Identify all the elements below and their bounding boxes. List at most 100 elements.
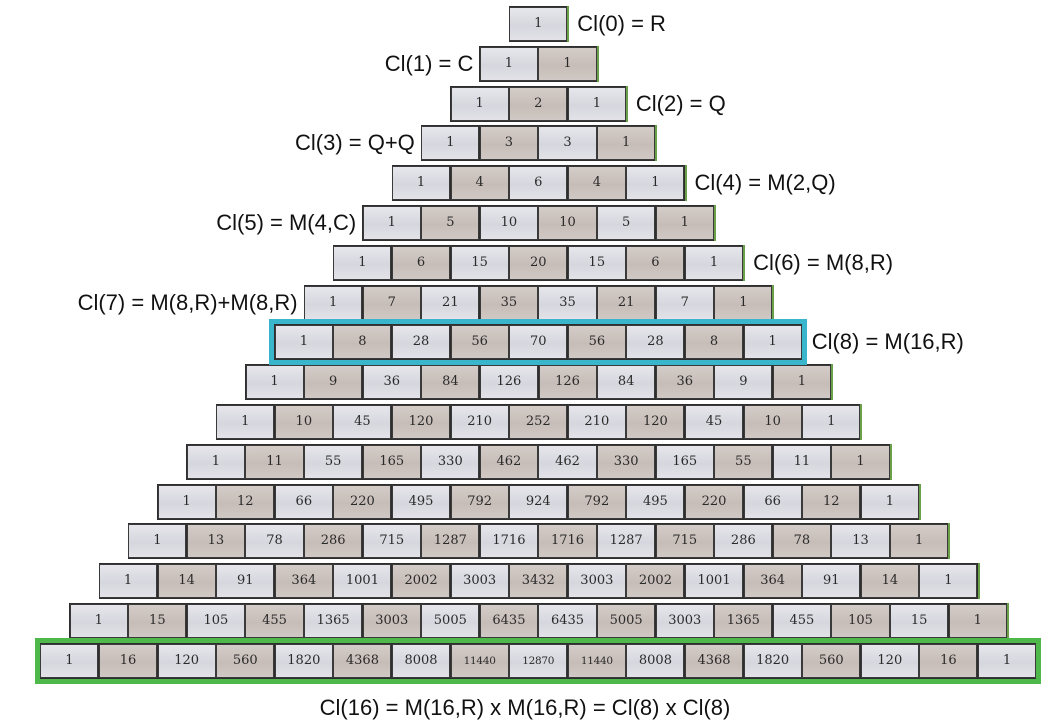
clifford-label: Cl(0) = R [577, 11, 666, 36]
triangle-cell: 1 [450, 86, 509, 121]
triangle-cell: 165 [362, 444, 421, 479]
triangle-cell: 78 [245, 524, 304, 559]
triangle-cell: 36 [362, 365, 421, 400]
caption: Cl(16) = M(16,R) x M(16,R) = Cl(8) x Cl(… [319, 695, 731, 720]
triangle-cell: 3003 [450, 564, 509, 599]
triangle-row: 1 [508, 6, 570, 42]
triangle-cell: 1365 [304, 604, 363, 638]
triangle-cell: 1 [743, 325, 802, 360]
triangle-cell: 10 [743, 405, 802, 439]
clifford-label: Cl(6) = M(8,R) [753, 249, 894, 275]
triangle-cell: 10 [538, 206, 597, 240]
triangle-cell: 28 [626, 325, 685, 360]
triangle-row: 1 13 78 286 715 1287 1716 1716 1287 715 286 78 13 1 [127, 523, 951, 560]
triangle-cell: 1365 [714, 604, 773, 638]
triangle-row: 1 10 45 120 210 252 210 120 45 10 1 [215, 404, 863, 440]
triangle-cell: 11 [772, 444, 831, 479]
triangle-cell: 21 [597, 285, 656, 320]
triangle-cell: 792 [567, 484, 626, 519]
triangle-cell: 1 [538, 46, 597, 81]
triangle-cell: 3003 [362, 604, 421, 638]
triangle-cell: 1 [69, 604, 128, 638]
triangle-cell: 12 [802, 484, 861, 519]
triangle-cell: 1 [40, 643, 99, 678]
triangle-cell: 560 [802, 643, 861, 678]
triangle-cell: 455 [245, 604, 304, 638]
clifford-label: Cl(2) = Q [635, 90, 726, 116]
triangle-cell: 1 [157, 484, 216, 519]
triangle-cell: 8 [333, 325, 392, 360]
triangle-cell: 10 [274, 405, 333, 439]
triangle-cell: 1 [714, 285, 773, 320]
triangle-cell: 1 [509, 7, 568, 41]
triangle-cell: 6 [626, 245, 685, 280]
triangle-cell: 120 [391, 405, 451, 439]
triangle-cell: 4368 [333, 643, 392, 678]
triangle-cell: 126 [538, 365, 597, 400]
triangle-cell: 792 [450, 484, 509, 519]
triangle-cell: 15 [128, 604, 187, 638]
triangle-cell: 2 [509, 86, 568, 121]
clifford-label: Cl(5) = M(4,C) [216, 210, 357, 235]
triangle-cell: 56 [450, 325, 509, 360]
triangle-cell: 1 [860, 484, 919, 519]
triangle-cell: 15 [567, 245, 626, 280]
triangle-row: 1 12 66 220 495 792 924 792 495 220 66 12 1 [157, 483, 921, 520]
triangle-cell: 1820 [274, 643, 333, 678]
triangle-cell: 1 [274, 325, 333, 360]
triangle-cell: 6435 [479, 604, 538, 638]
clifford-label: Cl(7) = M(8,R)+M(8,R) [77, 289, 298, 315]
triangle-cell: 15 [450, 245, 509, 280]
triangle-cell: 16 [919, 643, 978, 678]
clifford-label: Cl(8) = M(16,R) [811, 329, 964, 355]
triangle-cell: 1001 [333, 564, 392, 599]
triangle-cell: 220 [333, 484, 392, 519]
triangle-cell: 1287 [597, 524, 656, 559]
clifford-label: Cl(4) = M(2,Q) [694, 170, 836, 196]
triangle-cell: 1 [802, 405, 861, 439]
triangle-cell: 1 [890, 524, 949, 559]
triangle-cell: 1 [128, 524, 187, 559]
triangle-cell: 210 [567, 405, 626, 439]
triangle-cell: 252 [509, 405, 568, 439]
triangle-cell: 364 [274, 564, 333, 599]
triangle-cell: 15 [890, 604, 949, 638]
triangle-cell: 11440 [567, 643, 626, 678]
triangle-cell: 330 [597, 444, 656, 479]
triangle-cell: 5005 [597, 604, 656, 638]
triangle-row: 1 14 91 364 1001 2002 3003 3432 3003 2002 1001 364 9… [98, 563, 980, 600]
triangle-cell: 1 [333, 245, 392, 280]
triangle-cell: 12870 [509, 643, 568, 678]
triangle-cell: 3 [479, 126, 538, 161]
triangle-row: 1 6 15 20 15 6 1 [332, 244, 746, 281]
triangle-cell: 55 [714, 444, 773, 479]
triangle-cell: 715 [362, 524, 421, 559]
triangle-cell: 1 [977, 643, 1037, 678]
triangle-cell: 7 [655, 285, 714, 320]
triangle-cell: 286 [304, 524, 363, 559]
triangle-cell: 45 [333, 405, 392, 439]
triangle-cell: 8008 [626, 643, 685, 678]
triangle-cell: 330 [421, 444, 480, 479]
triangle-row: 1 8 28 56 70 56 28 8 1 [274, 324, 804, 361]
triangle-cell: 21 [421, 285, 480, 320]
triangle-cell: 1 [392, 166, 451, 201]
triangle-row: 1 15 105 455 1365 3003 5005 6435 6435 5005 3003 136… [69, 603, 1009, 639]
triangle-cell: 495 [626, 484, 685, 519]
triangle-cell: 8008 [391, 643, 451, 678]
triangle-cell: 715 [655, 524, 714, 559]
triangle-cell: 1 [479, 46, 538, 81]
triangle-cell: 91 [216, 564, 275, 599]
triangle-cell: 20 [509, 245, 568, 280]
triangle-cell: 3432 [509, 564, 568, 599]
triangle-cell: 6 [509, 166, 568, 201]
triangle-cell: 286 [714, 524, 773, 559]
triangle-cell: 9 [714, 365, 773, 400]
triangle-cell: 35 [538, 285, 597, 320]
triangle-cell: 1 [567, 86, 626, 121]
triangle-cell: 1716 [479, 524, 538, 559]
